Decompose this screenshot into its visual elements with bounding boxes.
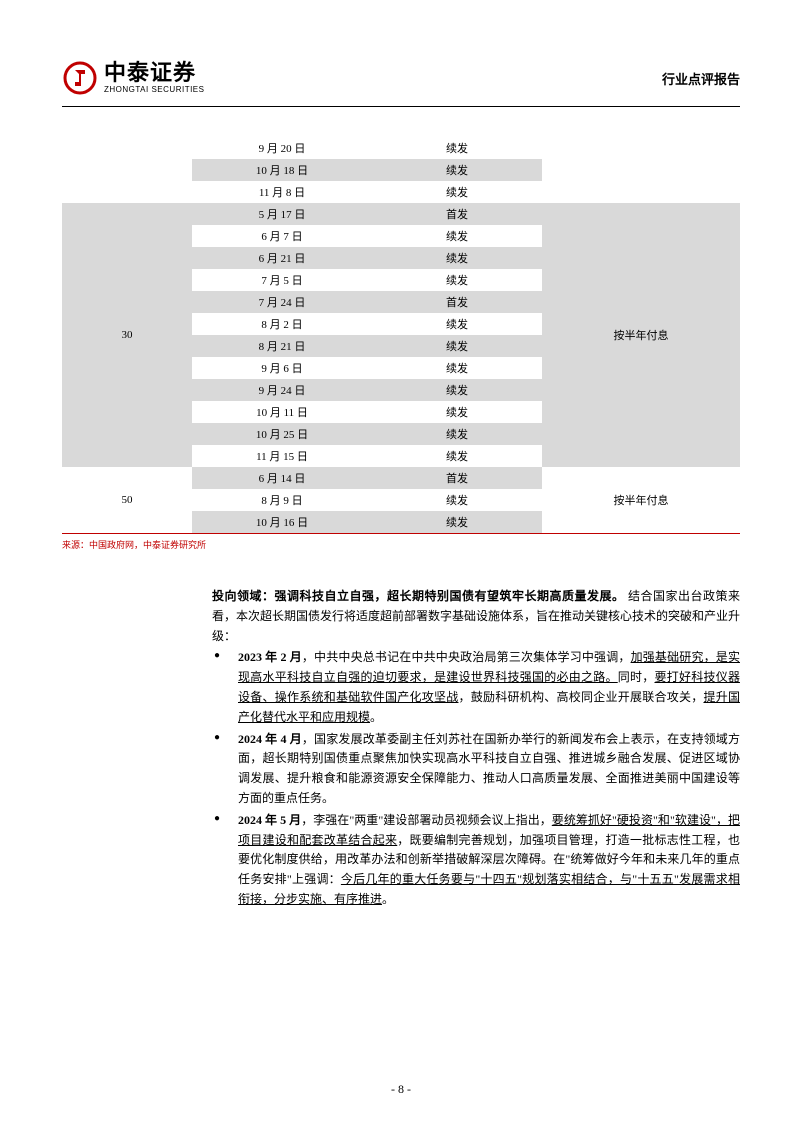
table-cell: 续发 bbox=[372, 269, 542, 291]
bullet-item: 2024 年 4 月，国家发展改革委副主任刘苏社在国新办举行的新闻发布会上表示，… bbox=[228, 730, 740, 809]
table-cell: 首发 bbox=[372, 467, 542, 489]
table-cell: 6 月 14 日 bbox=[192, 467, 372, 489]
table-cell: 续发 bbox=[372, 335, 542, 357]
bullet-item: 2023 年 2 月，中共中央总书记在中共中央政治局第三次集体学习中强调，加强基… bbox=[228, 648, 740, 727]
content-title: 投向领域：强调科技自立自强，超长期特别国债有望筑牢长期高质量发展。 bbox=[212, 589, 624, 603]
table-cell: 续发 bbox=[372, 401, 542, 423]
content-paragraph: 投向领域：强调科技自立自强，超长期特别国债有望筑牢长期高质量发展。 结合国家出台… bbox=[212, 587, 740, 646]
bullet-lead: 2023 年 2 月 bbox=[238, 650, 302, 664]
table-cell: 7 月 5 日 bbox=[192, 269, 372, 291]
bullet-list: 2023 年 2 月，中共中央总书记在中共中央政治局第三次集体学习中强调，加强基… bbox=[212, 648, 740, 909]
table-cell: 首发 bbox=[372, 203, 542, 225]
bullet-item: 2024 年 5 月，李强在"两重"建设部署动员视频会议上指出，要统筹抓好"硬投… bbox=[228, 811, 740, 910]
bullet-lead: 2024 年 5 月 bbox=[238, 813, 301, 827]
table-row: 506 月 14 日首发按半年付息 bbox=[62, 467, 740, 489]
table-cell: 10 月 18 日 bbox=[192, 159, 372, 181]
table-cell: 续发 bbox=[372, 379, 542, 401]
table-cell: 续发 bbox=[372, 445, 542, 467]
content-section: 投向领域：强调科技自立自强，超长期特别国债有望筑牢长期高质量发展。 结合国家出台… bbox=[212, 587, 740, 910]
table-cell: 首发 bbox=[372, 291, 542, 313]
table-cell: 续发 bbox=[372, 159, 542, 181]
table-cell: 7 月 24 日 bbox=[192, 291, 372, 313]
table-cell: 续发 bbox=[372, 489, 542, 511]
table-cell: 续发 bbox=[372, 313, 542, 335]
table-cell: 10 月 16 日 bbox=[192, 511, 372, 534]
underline-text: 要统筹抓好"硬投资"和"软建设"，把项目建设和配套改革结合起来 bbox=[238, 813, 740, 847]
table-cell: 续发 bbox=[372, 181, 542, 203]
issuance-table: 9 月 20 日续发10 月 18 日续发11 月 8 日续发305 月 17 … bbox=[62, 137, 740, 534]
table-cell: 按半年付息 bbox=[542, 203, 740, 467]
table-row: 305 月 17 日首发按半年付息 bbox=[62, 203, 740, 225]
table-cell: 9 月 24 日 bbox=[192, 379, 372, 401]
document-type: 行业点评报告 bbox=[662, 69, 740, 88]
table-cell: 按半年付息 bbox=[542, 467, 740, 534]
table-source: 来源：中国政府网，中泰证券研究所 bbox=[62, 538, 740, 551]
table-row: 9 月 20 日续发 bbox=[62, 137, 740, 159]
table-cell: 50 bbox=[62, 467, 192, 534]
page-header: 中泰证券 ZHONGTAI SECURITIES 行业点评报告 bbox=[62, 60, 740, 107]
table-cell: 续发 bbox=[372, 247, 542, 269]
table-cell: 9 月 6 日 bbox=[192, 357, 372, 379]
table-cell: 5 月 17 日 bbox=[192, 203, 372, 225]
table-cell bbox=[542, 137, 740, 203]
table-cell: 续发 bbox=[372, 357, 542, 379]
logo: 中泰证券 ZHONGTAI SECURITIES bbox=[62, 60, 204, 96]
table-cell: 8 月 2 日 bbox=[192, 313, 372, 335]
table-cell: 8 月 9 日 bbox=[192, 489, 372, 511]
table-cell: 9 月 20 日 bbox=[192, 137, 372, 159]
table-cell: 8 月 21 日 bbox=[192, 335, 372, 357]
table-cell: 续发 bbox=[372, 137, 542, 159]
table-cell: 6 月 21 日 bbox=[192, 247, 372, 269]
table-cell: 10 月 11 日 bbox=[192, 401, 372, 423]
table-cell: 11 月 15 日 bbox=[192, 445, 372, 467]
underline-text: 今后几年的重大任务要与"十四五"规划落实相结合，与"十五五"发展需求相衔接，分步… bbox=[238, 872, 740, 906]
table-cell: 10 月 25 日 bbox=[192, 423, 372, 445]
table-cell: 30 bbox=[62, 203, 192, 467]
logo-cn-text: 中泰证券 bbox=[104, 62, 204, 84]
table-cell bbox=[62, 137, 192, 203]
bullet-lead: 2024 年 4 月 bbox=[238, 732, 302, 746]
table-cell: 续发 bbox=[372, 225, 542, 247]
table-cell: 6 月 7 日 bbox=[192, 225, 372, 247]
page-number: - 8 - bbox=[0, 1082, 802, 1097]
company-logo-icon bbox=[62, 60, 98, 96]
table-cell: 11 月 8 日 bbox=[192, 181, 372, 203]
logo-en-text: ZHONGTAI SECURITIES bbox=[104, 86, 204, 94]
table-cell: 续发 bbox=[372, 511, 542, 534]
table-cell: 续发 bbox=[372, 423, 542, 445]
